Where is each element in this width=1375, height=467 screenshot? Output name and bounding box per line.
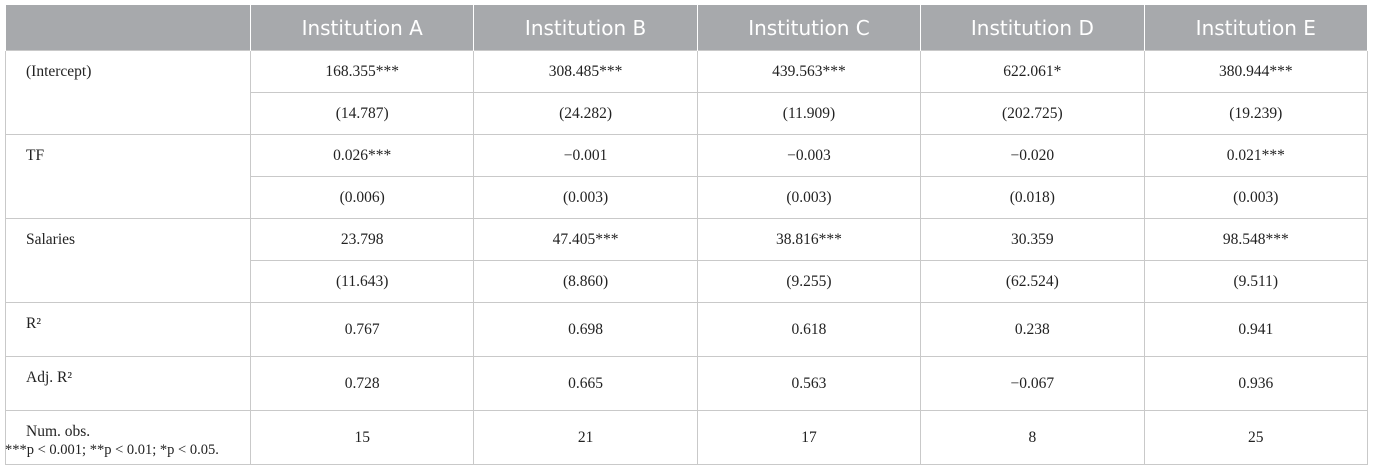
estimate-cell: 17 [696,410,922,465]
estimate-cell: 380.944*** [1143,50,1369,93]
column-header: Institution A [249,5,475,51]
estimate-cell: 47.405*** [473,218,698,261]
estimate-cell: 0.698 [473,302,698,357]
estimate-cell: 25 [1143,410,1369,465]
estimate-cell: 21 [473,410,698,465]
std-error-cell: (0.018) [920,176,1145,219]
std-error-cell: (0.003) [1143,176,1369,219]
table-row: (11.643) (8.860) (9.255) (62.524) (9.511) [6,260,1369,303]
column-header: Institution B [473,5,698,51]
estimate-cell: 0.238 [920,302,1145,357]
column-header: Institution D [920,5,1145,51]
estimate-cell: −0.001 [473,134,698,177]
std-error-cell: (9.511) [1143,260,1369,303]
std-error-cell: (11.643) [249,260,475,303]
row-label: Salaries [5,218,251,303]
row-label: Adj. R² [5,356,251,411]
estimate-cell: 0.026*** [249,134,475,177]
estimate-cell: 23.798 [249,218,475,261]
estimate-cell: 30.359 [920,218,1145,261]
estimate-cell: 0.665 [473,356,698,411]
estimate-cell: 308.485*** [473,50,698,93]
estimate-cell: 8 [920,410,1145,465]
std-error-cell: (11.909) [696,92,922,135]
std-error-cell: (19.239) [1143,92,1369,135]
estimate-cell: 0.618 [696,302,922,357]
table-row: (14.787) (24.282) (11.909) (202.725) (19.239… [6,92,1369,135]
std-error-cell: (202.725) [920,92,1145,135]
estimate-cell: 15 [249,410,475,465]
std-error-cell: (24.282) [473,92,698,135]
estimate-cell: 0.936 [1143,356,1369,411]
table-row: TF 0.026*** −0.001 −0.003 −0.020 0.021*** [5,134,1369,219]
estimate-cell: 0.767 [249,302,475,357]
estimate-cell: 0.941 [1143,302,1369,357]
row-label: R² [5,302,251,357]
std-error-cell: (0.003) [473,176,698,219]
estimate-cell: −0.003 [696,134,922,177]
estimate-cell: 622.061* [920,50,1145,93]
estimate-cell: 168.355*** [249,50,475,93]
table-row: R² 0.767 0.698 0.618 0.238 0.941 [5,302,1369,357]
estimate-cell: 38.816*** [696,218,922,261]
std-error-cell: (62.524) [920,260,1145,303]
estimate-cell: 98.548*** [1143,218,1369,261]
table-row: Num. obs. 15 21 17 8 25 [5,410,1369,465]
column-header: Institution E [1143,5,1369,51]
row-label: (Intercept) [5,50,251,135]
std-error-cell: (14.787) [249,92,475,135]
estimate-cell: 0.563 [696,356,922,411]
row-label: Num. obs. [5,410,251,465]
std-error-cell: (9.255) [696,260,922,303]
estimate-cell: −0.067 [920,356,1145,411]
header-corner [5,5,251,51]
table-row: (0.006) (0.003) (0.003) (0.018) (0.003) [6,176,1369,219]
estimate-cell: 0.021*** [1143,134,1369,177]
table-row: Adj. R² 0.728 0.665 0.563 −0.067 0.936 [5,356,1369,411]
table-row: (Intercept) 168.355*** 308.485*** 439.563**… [5,50,1369,135]
std-error-cell: (8.860) [473,260,698,303]
estimate-cell: −0.020 [920,134,1145,177]
table-body: (Intercept) 168.355*** 308.485*** 439.563**… [5,50,1369,465]
table-row: Salaries 23.798 47.405*** 38.816*** 30.359 98… [5,218,1369,303]
estimate-cell: 439.563*** [696,50,922,93]
column-header: Institution C [696,5,922,51]
estimate-cell: 0.728 [249,356,475,411]
footnote: ***p < 0.001; **p < 0.01; *p < 0.05. [5,442,219,458]
row-label: TF [5,134,251,219]
std-error-cell: (0.006) [249,176,475,219]
std-error-cell: (0.003) [696,176,922,219]
